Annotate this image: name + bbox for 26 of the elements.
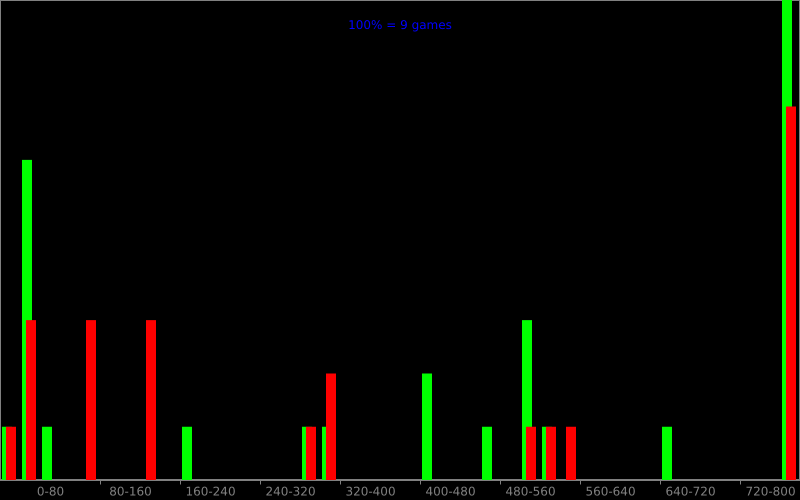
bar xyxy=(326,373,336,480)
bar xyxy=(306,426,316,480)
x-tick-label: 480-560 xyxy=(505,484,556,498)
x-tick-label: 720-800 xyxy=(745,484,796,498)
bar xyxy=(662,426,672,480)
bar xyxy=(42,426,52,480)
bar xyxy=(482,426,492,480)
bar xyxy=(26,320,36,480)
x-tick-label: 320-400 xyxy=(345,484,396,498)
bar xyxy=(786,106,796,480)
bar xyxy=(566,426,576,480)
bar xyxy=(526,426,536,480)
bar xyxy=(182,426,192,480)
x-tick-label: 80-160 xyxy=(109,484,152,498)
bar xyxy=(86,320,96,480)
x-tick-label: 400-480 xyxy=(425,484,476,498)
bar xyxy=(6,426,16,480)
text: 100% = 9 games xyxy=(348,18,452,32)
x-tick-label: 640-720 xyxy=(665,484,716,498)
bar xyxy=(422,373,432,480)
x-tick-label: 0-80 xyxy=(36,484,64,498)
bar xyxy=(546,426,556,480)
x-tick-label: 560-640 xyxy=(585,484,636,498)
x-tick-label: 160-240 xyxy=(185,484,236,498)
bar xyxy=(146,320,156,480)
x-tick-label: 240-320 xyxy=(265,484,316,498)
